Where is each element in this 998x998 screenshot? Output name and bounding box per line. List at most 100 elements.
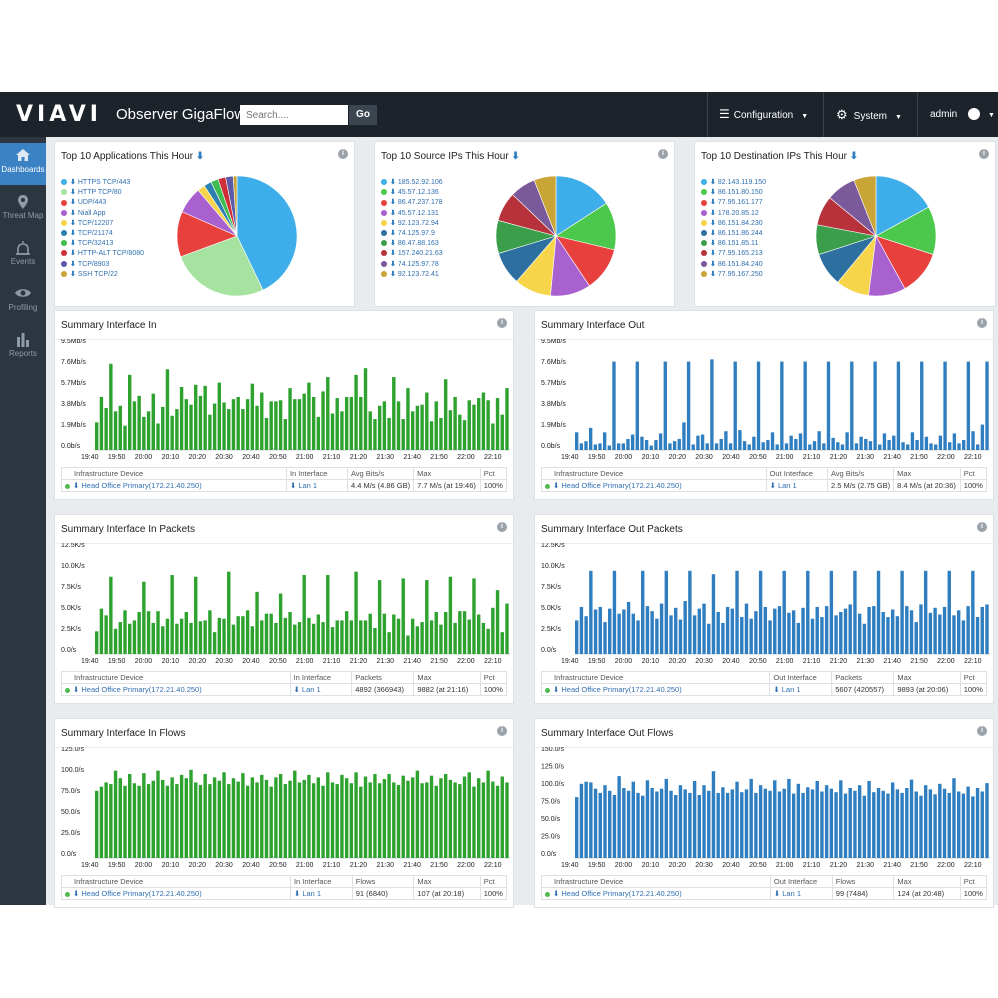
chart-bar[interactable]	[227, 784, 231, 858]
chart-bar[interactable]	[118, 405, 122, 450]
chart-bar[interactable]	[810, 618, 815, 654]
chart-bar[interactable]	[716, 792, 720, 858]
chart-bar[interactable]	[836, 442, 840, 450]
legend-item[interactable]: ⬇ 86.151.85.11	[701, 239, 766, 249]
chart-bar[interactable]	[933, 607, 937, 654]
chart-bar[interactable]	[895, 616, 900, 654]
chart-bar[interactable]	[189, 769, 193, 858]
chart-bar[interactable]	[198, 395, 203, 450]
column-header[interactable]: Max	[413, 671, 481, 684]
chart-bar[interactable]	[688, 570, 692, 654]
pie-slice[interactable]	[232, 175, 238, 237]
chart-bar[interactable]	[766, 440, 770, 450]
chart-bar[interactable]	[740, 792, 744, 858]
chart-bar[interactable]	[896, 361, 901, 450]
chart-bar[interactable]	[392, 614, 396, 654]
chart-bar[interactable]	[359, 396, 363, 450]
chart-bar[interactable]	[711, 574, 716, 654]
chart-bar[interactable]	[123, 610, 127, 654]
chart-bar[interactable]	[316, 614, 321, 654]
chart-bar[interactable]	[791, 793, 796, 858]
chart-bar[interactable]	[293, 399, 297, 450]
chart-bar[interactable]	[104, 408, 108, 450]
chart-bar[interactable]	[947, 570, 951, 654]
chart-bar[interactable]	[245, 785, 250, 858]
chart-bar[interactable]	[938, 614, 942, 654]
chart-bar[interactable]	[603, 785, 607, 858]
chart-bar[interactable]	[853, 570, 857, 654]
column-header[interactable]: Pct	[960, 671, 988, 684]
pie-slice[interactable]	[180, 235, 264, 297]
chart-bar[interactable]	[241, 409, 245, 450]
chart-bar[interactable]	[890, 782, 895, 858]
chart-bar[interactable]	[674, 795, 678, 858]
info-icon[interactable]: i	[497, 726, 507, 736]
chart-bar[interactable]	[311, 396, 316, 450]
chart-bar[interactable]	[892, 435, 896, 450]
chart-bar[interactable]	[406, 635, 410, 654]
legend-item[interactable]: ⬇ 77.95.161.177	[701, 198, 766, 208]
chart-bar[interactable]	[808, 444, 812, 450]
chart-bar[interactable]	[900, 792, 904, 858]
chart-bar[interactable]	[758, 785, 763, 858]
stats-cell[interactable]: ⬇ Head Office Primary(172.21.40.250)	[61, 887, 291, 900]
chart-bar[interactable]	[410, 777, 415, 858]
chart-bar[interactable]	[453, 396, 457, 450]
chart-bar[interactable]	[184, 612, 188, 654]
stats-cell[interactable]: ⬇ Lan 1	[769, 683, 833, 696]
chart-bar[interactable]	[476, 778, 481, 858]
chart-bar[interactable]	[588, 427, 593, 450]
chart-bar[interactable]	[787, 612, 791, 654]
chart-bar[interactable]	[655, 791, 659, 859]
chart-bar[interactable]	[443, 774, 448, 858]
legend-item[interactable]: ⬇ 74.125.97.9	[381, 229, 443, 239]
legend-item[interactable]: ⬇ 157.240.21.63	[381, 249, 443, 259]
chart-bar[interactable]	[617, 776, 621, 858]
chart-bar[interactable]	[212, 777, 217, 858]
chart-bar[interactable]	[971, 570, 975, 654]
chart-bar[interactable]	[194, 782, 198, 858]
chart-bar[interactable]	[659, 603, 664, 654]
chart-bar[interactable]	[321, 622, 325, 654]
legend-item[interactable]: ⬇ TCP/8903	[61, 260, 144, 270]
chart-bar[interactable]	[962, 440, 966, 450]
interface-link[interactable]: Lan 1	[298, 481, 318, 490]
chart-bar[interactable]	[481, 622, 486, 654]
chart-bar[interactable]	[156, 611, 160, 654]
chart-bar[interactable]	[794, 438, 798, 450]
chart-bar[interactable]	[142, 416, 146, 450]
chart-bar[interactable]	[801, 607, 805, 654]
chart-bar[interactable]	[934, 444, 938, 450]
chart-bar[interactable]	[505, 388, 509, 450]
chart-bar[interactable]	[915, 440, 919, 450]
chart-bar[interactable]	[966, 361, 971, 450]
chart-bar[interactable]	[901, 442, 905, 450]
legend-item[interactable]: ⬇ 82.143.119.150	[701, 178, 766, 188]
chart-bar[interactable]	[631, 613, 635, 654]
chart-bar[interactable]	[387, 774, 391, 858]
chart-bar[interactable]	[589, 782, 593, 858]
legend-item[interactable]: ⬇ UDP/443	[61, 198, 144, 208]
chart-bar[interactable]	[864, 438, 868, 450]
chart-bar[interactable]	[132, 783, 137, 858]
pie-slice[interactable]	[236, 175, 298, 291]
interface-link[interactable]: Lan 1	[781, 685, 801, 694]
chart-bar[interactable]	[330, 627, 335, 654]
chart-bar[interactable]	[744, 789, 749, 858]
chart-bar[interactable]	[622, 788, 626, 858]
chart-bar[interactable]	[923, 570, 928, 654]
chart-bar[interactable]	[791, 610, 796, 654]
chart-bar[interactable]	[500, 632, 504, 654]
chart-bar[interactable]	[264, 613, 269, 654]
chart-bar[interactable]	[288, 612, 292, 654]
chart-bar[interactable]	[900, 570, 904, 654]
chart-bar[interactable]	[208, 610, 212, 654]
chart-bar[interactable]	[862, 623, 867, 654]
chart-bar[interactable]	[650, 788, 654, 858]
chart-bar[interactable]	[486, 400, 490, 450]
chart-bar[interactable]	[161, 626, 165, 654]
chart-bar[interactable]	[330, 413, 335, 450]
chart-bar[interactable]	[928, 612, 933, 654]
chart-bar[interactable]	[942, 606, 947, 654]
chart-bar[interactable]	[443, 379, 448, 450]
